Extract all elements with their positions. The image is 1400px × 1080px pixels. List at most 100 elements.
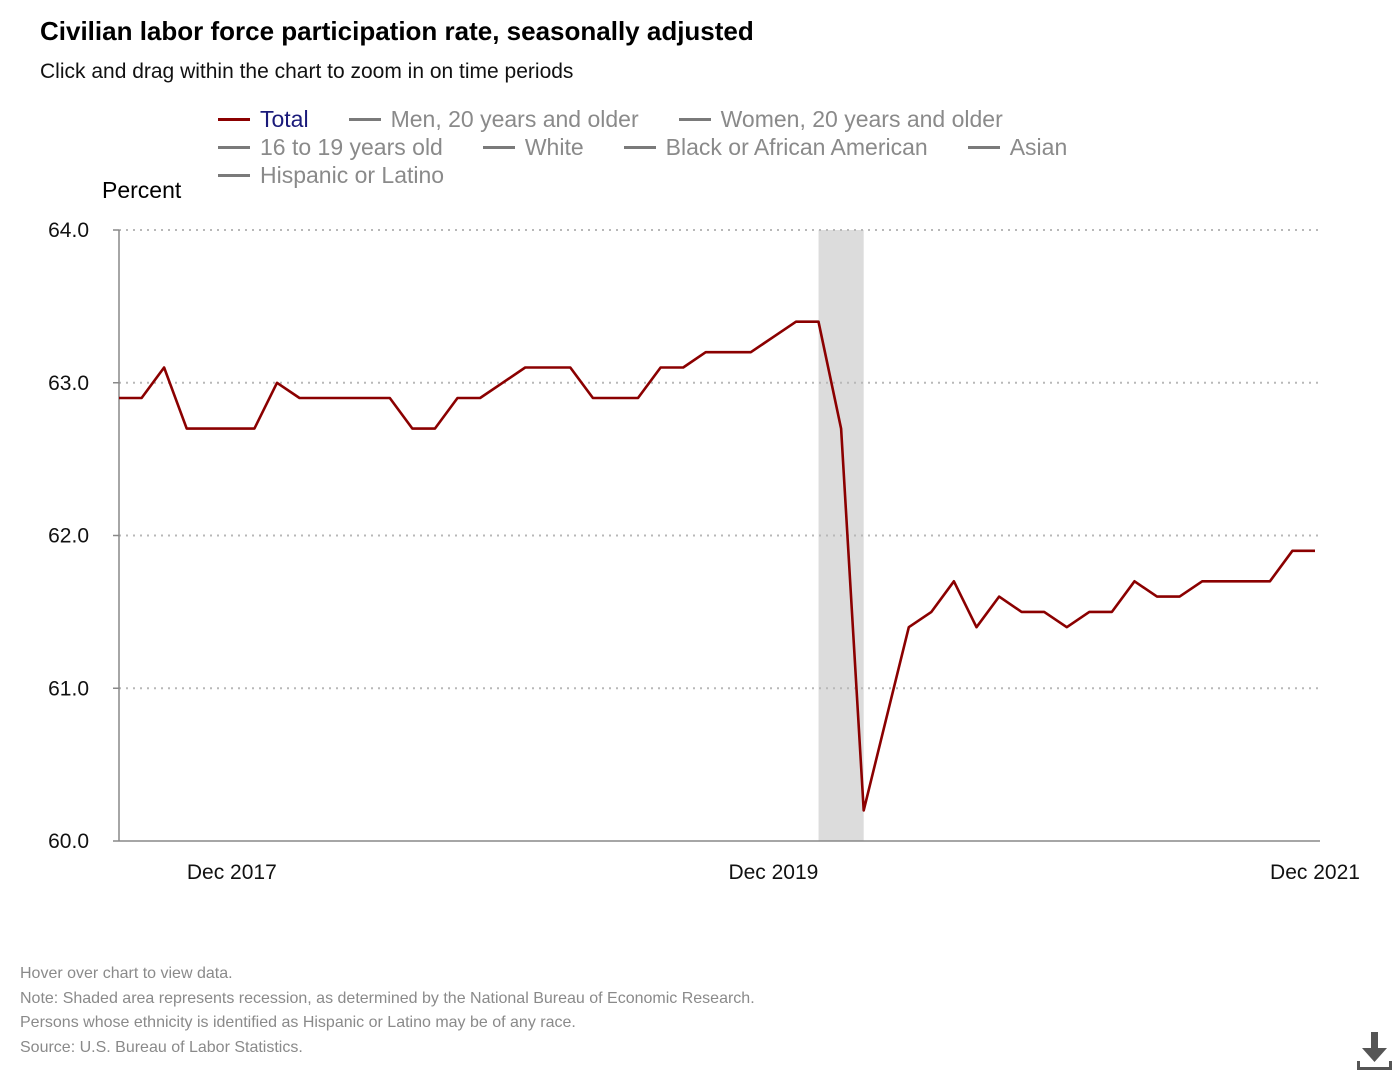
data-point-total[interactable]	[609, 392, 621, 404]
data-point-total[interactable]	[1038, 606, 1050, 618]
data-point-total[interactable]	[993, 591, 1005, 603]
legend-label: Black or African American	[665, 133, 928, 160]
data-point-total[interactable]	[451, 392, 463, 404]
legend: Total Men, 20 years and older Women, 20 …	[218, 105, 1178, 189]
legend-swatch	[482, 145, 515, 149]
data-point-total[interactable]	[564, 361, 576, 373]
data-point-total[interactable]	[1083, 606, 1095, 618]
legend-row: Total Men, 20 years and older Women, 20 …	[218, 105, 1178, 133]
data-point-total[interactable]	[316, 392, 328, 404]
data-point-total[interactable]	[1309, 545, 1321, 557]
footer-recession-note: Note: Shaded area represents recession, …	[20, 989, 755, 1007]
data-point-total[interactable]	[1128, 575, 1140, 587]
legend-label: Hispanic or Latino	[260, 161, 445, 188]
data-point-total[interactable]	[655, 361, 667, 373]
data-point-total[interactable]	[181, 423, 193, 435]
data-point-total[interactable]	[1151, 591, 1163, 603]
data-point-total[interactable]	[903, 621, 915, 633]
data-point-total[interactable]	[880, 713, 892, 725]
data-point-total[interactable]	[722, 346, 734, 358]
legend-item-black[interactable]: Black or African American	[623, 133, 928, 161]
data-point-total[interactable]	[339, 392, 351, 404]
legend-label: Women, 20 years and older	[720, 105, 1003, 132]
data-point-total[interactable]	[1219, 575, 1231, 587]
data-point-total[interactable]	[248, 423, 260, 435]
data-point-total[interactable]	[361, 392, 373, 404]
footer-hover-hint: Hover over chart to view data.	[20, 965, 233, 982]
data-point-total[interactable]	[519, 361, 531, 373]
y-tick-label: 61.0	[48, 677, 89, 700]
data-point-total[interactable]	[136, 392, 148, 404]
legend-item-total[interactable]: Total	[218, 106, 309, 133]
legend-swatch	[218, 173, 250, 177]
footer-ethnicity-note: Persons whose ethnicity is identified as…	[20, 1014, 576, 1031]
series-layer	[113, 316, 1321, 816]
data-point-total[interactable]	[790, 316, 802, 328]
data-point-total[interactable]	[429, 423, 441, 435]
data-point-total[interactable]	[700, 346, 712, 358]
data-point-total[interactable]	[813, 316, 825, 328]
legend-swatch	[967, 145, 1000, 149]
data-point-total[interactable]	[1016, 606, 1028, 618]
x-tick-label: Dec 2017	[187, 861, 277, 884]
y-axis-unit-label: Percent	[102, 177, 182, 203]
data-point-total[interactable]	[542, 361, 554, 373]
y-tick-label: 62.0	[48, 525, 89, 548]
data-point-total[interactable]	[677, 361, 689, 373]
data-point-total[interactable]	[1286, 545, 1298, 557]
grid-layer	[119, 229, 1320, 690]
data-point-total[interactable]	[971, 621, 983, 633]
series-line-total[interactable]	[119, 320, 1315, 812]
data-point-total[interactable]	[294, 392, 306, 404]
data-point-total[interactable]	[1061, 621, 1073, 633]
data-point-total[interactable]	[406, 423, 418, 435]
y-tick-label: 60.0	[48, 830, 89, 853]
data-point-total[interactable]	[113, 392, 125, 404]
data-point-total[interactable]	[1196, 575, 1208, 587]
data-point-total[interactable]	[384, 392, 396, 404]
data-point-total[interactable]	[858, 804, 870, 816]
legend-item-hispanic[interactable]: Hispanic or Latino	[218, 162, 444, 189]
data-point-total[interactable]	[1174, 591, 1186, 603]
legend-item-women-20-older[interactable]: Women, 20 years and older	[678, 105, 1003, 133]
legend-label: Asian	[1009, 133, 1068, 160]
data-point-total[interactable]	[948, 575, 960, 587]
download-button[interactable]	[1354, 1030, 1394, 1072]
data-point-total[interactable]	[925, 606, 937, 618]
data-point-total[interactable]	[203, 423, 215, 435]
data-point-total[interactable]	[767, 331, 779, 343]
data-point-total[interactable]	[835, 423, 847, 435]
data-point-total[interactable]	[1106, 606, 1118, 618]
line-chart[interactable]: 64.0 63.0 62.0 61.0 60.0 Dec 2017 Dec 2019 Dec …	[0, 0, 1400, 900]
axis-layer: 64.0 63.0 62.0 61.0 60.0 Dec 2017 Dec 2019 Dec …	[48, 219, 1360, 884]
legend-swatch	[678, 117, 711, 121]
data-point-total[interactable]	[587, 392, 599, 404]
data-point-total[interactable]	[158, 361, 170, 373]
footer-source: Source: U.S. Bureau of Labor Statistics.	[20, 1038, 303, 1056]
legend-item-asian[interactable]: Asian	[967, 133, 1068, 161]
legend-swatch	[218, 117, 250, 121]
legend-label: Total	[260, 105, 309, 132]
legend-row: Hispanic or Latino	[218, 161, 1178, 189]
legend-item-white[interactable]: White	[482, 134, 584, 161]
legend-item-16-to-19[interactable]: 16 to 19 years old	[218, 134, 443, 161]
legend-row: 16 to 19 years old White Black or Africa…	[218, 133, 1178, 161]
data-point-total[interactable]	[226, 423, 238, 435]
legend-label: 16 to 19 years old	[260, 133, 443, 160]
data-point-total[interactable]	[1241, 575, 1253, 587]
legend-swatch	[348, 117, 381, 121]
data-point-total[interactable]	[271, 377, 283, 389]
data-point-total[interactable]	[1264, 575, 1276, 587]
legend-label: Men, 20 years and older	[390, 105, 639, 132]
legend-item-men-20-older[interactable]: Men, 20 years and older	[348, 105, 639, 133]
x-tick-label: Dec 2021	[1270, 861, 1360, 884]
download-icon	[1357, 1032, 1392, 1070]
y-tick-label: 64.0	[48, 219, 89, 242]
data-point-total[interactable]	[497, 377, 509, 389]
chart-title: Civilian labor force participation rate,…	[40, 16, 754, 46]
data-point-total[interactable]	[745, 346, 757, 358]
data-point-total[interactable]	[632, 392, 644, 404]
data-point-total[interactable]	[474, 392, 486, 404]
legend-swatch	[218, 145, 250, 149]
footer-notes: Hover over chart to view data. Note: Sha…	[20, 962, 755, 1060]
